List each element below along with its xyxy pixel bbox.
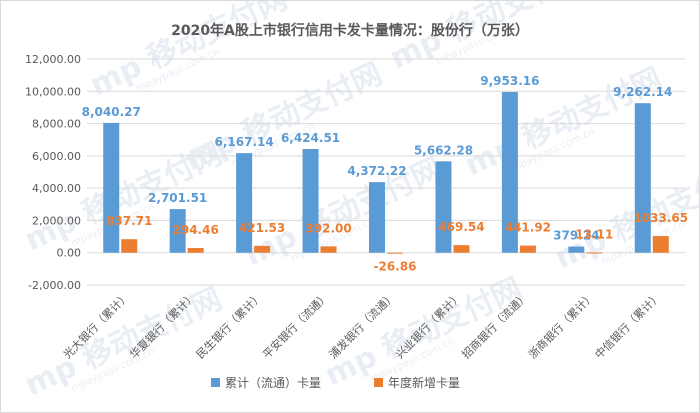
- bar-annual-new: [254, 245, 271, 253]
- bar-annual-new: [586, 252, 603, 254]
- data-label-cumulative: 6,424.51: [281, 131, 340, 145]
- data-label-annual-new: 469.54: [438, 220, 484, 234]
- legend-label-annual-new: 年度新增卡量: [388, 375, 460, 390]
- x-tick-label: 浙商银行（累计）: [525, 289, 597, 361]
- data-label-annual-new: 837.71: [106, 214, 152, 228]
- bar-cumulative: [169, 209, 186, 253]
- y-tick-label: 4,000.00: [32, 182, 81, 195]
- gridlines: [87, 58, 685, 286]
- bar-annual-new: [187, 247, 204, 253]
- y-tick-label: 6,000.00: [32, 150, 81, 163]
- bar-annual-new: [387, 252, 403, 254]
- bar-annual-new: [453, 245, 470, 253]
- legend-swatch-annual-new: [374, 378, 383, 387]
- data-label-cumulative: 5,662.28: [414, 143, 473, 157]
- bar-cumulative: [236, 153, 253, 253]
- bar-annual-new: [519, 245, 536, 253]
- bar-cumulative: [435, 161, 452, 253]
- legend: 累计（流通）卡量 年度新增卡量: [211, 375, 460, 390]
- chart-title: 2020年A股上市银行信用卡发卡量情况：股份行（万张）: [171, 22, 529, 39]
- legend-label-cumulative: 累计（流通）卡量: [225, 376, 321, 390]
- data-label-cumulative: 9,953.16: [480, 74, 539, 88]
- bar-cumulative: [501, 92, 518, 253]
- data-label-annual-new: 294.46: [173, 223, 219, 237]
- data-label-annual-new: -26.86: [374, 260, 417, 274]
- data-label-cumulative: 8,040.27: [82, 105, 141, 119]
- y-tick-label: -2,000.00: [28, 279, 81, 292]
- data-label-annual-new: 392.00: [305, 221, 351, 235]
- data-label-cumulative: 6,167.14: [215, 135, 274, 149]
- x-tick-label: 中信银行（累计）: [592, 289, 664, 361]
- data-label-cumulative: 2,701.51: [148, 191, 207, 205]
- legend-swatch-cumulative: [211, 378, 220, 387]
- data-label-cumulative: 379.24: [553, 229, 599, 243]
- data-labels: 8,040.27 837.71 2,701.51 294.46 6,167.14 421.…: [82, 74, 688, 274]
- bar-cumulative: [103, 122, 120, 253]
- data-label-annual-new: 1033.65: [633, 211, 688, 225]
- bar-annual-new: [320, 246, 337, 253]
- y-tick-label: 2,000.00: [32, 214, 81, 227]
- y-tick-label: 8,000.00: [32, 118, 81, 131]
- bar-cumulative: [568, 246, 585, 253]
- bar-annual-new: [121, 239, 138, 253]
- y-tick-label: 10,000.00: [25, 85, 81, 98]
- bar-cumulative: [369, 182, 385, 253]
- y-tick-label: 0.00: [57, 247, 82, 260]
- watermark-brand: mp 移动支付网: [85, 1, 293, 103]
- data-label-annual-new: 13.11: [575, 228, 613, 242]
- bar-cumulative: [302, 149, 319, 253]
- data-label-annual-new: 441.92: [505, 221, 551, 235]
- x-tick-label: 平安银行（流通）: [260, 289, 332, 361]
- bar-cumulative: [634, 103, 651, 253]
- bars: [103, 92, 669, 254]
- bar-annual-new: [652, 236, 669, 253]
- watermark-brand: mp 移动支付网: [240, 151, 448, 273]
- y-tick-label: 12,000.00: [25, 53, 81, 66]
- y-axis: 12,000.00 10,000.00 8,000.00 6,000.00 4,000.…: [25, 53, 81, 292]
- data-label-cumulative: 4,372.22: [347, 164, 406, 178]
- data-label-annual-new: 421.53: [239, 221, 285, 235]
- data-label-cumulative: 9,262.14: [613, 85, 672, 99]
